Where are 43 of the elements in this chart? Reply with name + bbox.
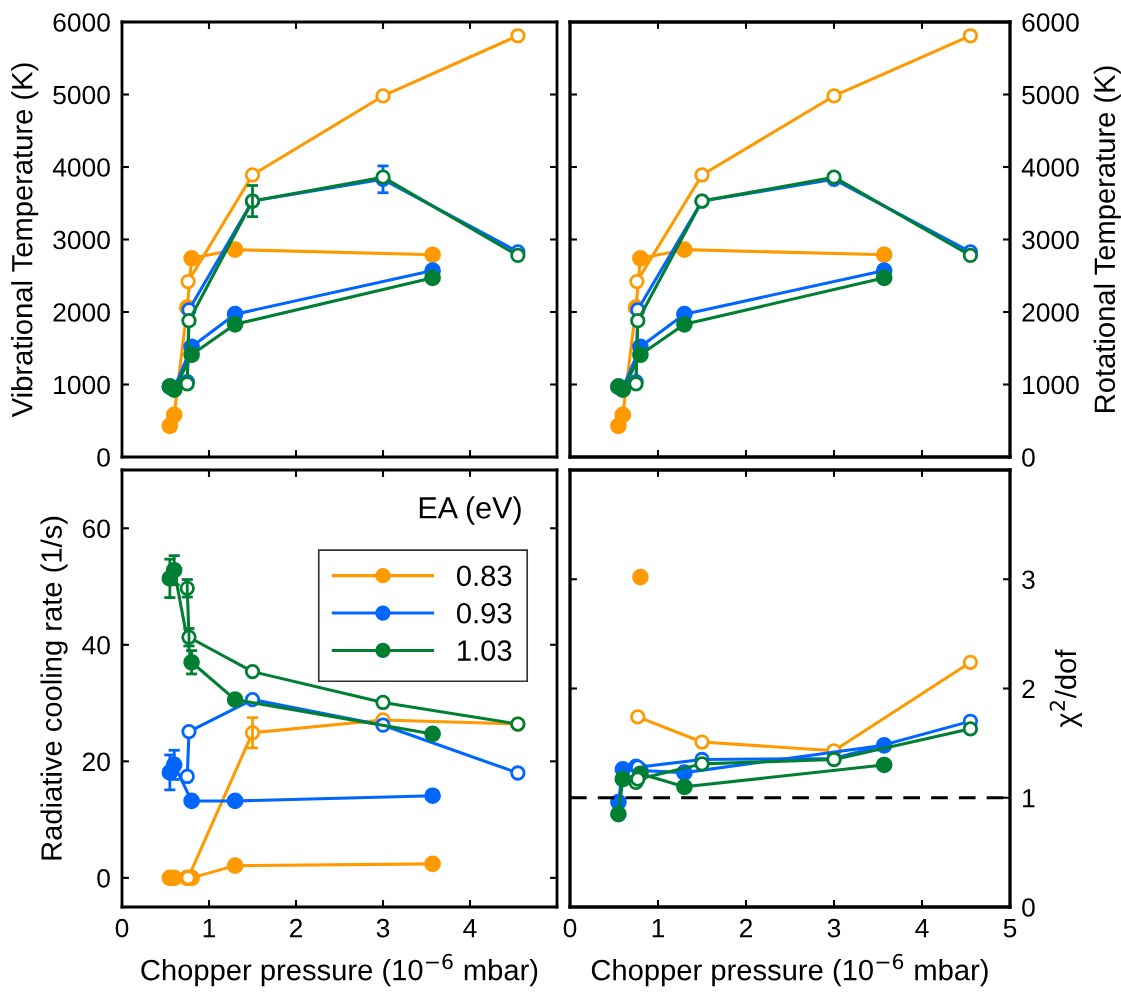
x-tick-label: 4 — [463, 919, 477, 938]
x-tick-label: 1 — [203, 919, 216, 938]
legend-label: 1.03 — [458, 640, 512, 661]
y-tick-label: 0 — [97, 448, 110, 467]
y2-tick-label: 0 — [1022, 448, 1035, 467]
y-tick-label: 3000 — [53, 230, 110, 250]
x-axis-title: Chopper pressure (10$^{−6}$ mbar) — [141, 953, 538, 987]
y-tick-label: 20 — [82, 752, 110, 772]
x-tick-label: 3 — [376, 918, 390, 938]
y-tick-label: 1000 — [54, 375, 110, 395]
x-tick-label: 2 — [289, 918, 303, 938]
y-tick-label: 60 — [82, 519, 110, 539]
y2-axis-title: χ$^{2}$/dof — [1049, 649, 1083, 728]
x-axis-title: Chopper pressure (10$^{−6}$ mbar) — [591, 953, 988, 987]
x-tick-label: 2 — [739, 918, 753, 938]
y2-tick-label: 2 — [1022, 679, 1035, 699]
y-axis-title: Vibrational Temperature (K) — [11, 63, 39, 418]
x-tick-label: 0 — [563, 918, 577, 938]
x-tick-label: 3 — [827, 918, 841, 938]
y2-tick-label: 5000 — [1022, 85, 1079, 105]
x-tick-label: 5 — [1003, 919, 1017, 938]
x-tick-label: 1 — [652, 919, 665, 938]
x-tick-label: 4 — [915, 919, 929, 938]
y2-tick-label: 6000 — [1022, 13, 1079, 32]
y2-tick-label: 4000 — [1021, 158, 1079, 177]
y-tick-label: 6000 — [53, 13, 110, 32]
legend-label: 0.93 — [456, 602, 512, 624]
y2-tick-label: 0 — [1022, 898, 1035, 917]
y-axis-title: Radiative cooling rate (1/s) — [40, 516, 68, 860]
y-tick-label: 40 — [82, 635, 110, 655]
x-tick-label: 0 — [115, 918, 129, 938]
y2-tick-label: 1000 — [1023, 375, 1079, 395]
y2-tick-label: 3000 — [1022, 230, 1079, 250]
y2-tick-label: 1 — [1023, 789, 1035, 808]
y-tick-label: 5000 — [53, 85, 110, 105]
legend-title: EA (eV) — [419, 496, 521, 525]
y2-tick-label: 3 — [1022, 570, 1035, 590]
y-tick-label: 4000 — [52, 158, 110, 177]
legend-label: 0.83 — [456, 565, 512, 587]
y2-tick-label: 2000 — [1022, 303, 1079, 322]
y-tick-label: 2000 — [53, 303, 110, 322]
y-tick-label: 0 — [97, 869, 110, 888]
y2-axis-title: Rotational Temperature (K) — [1093, 66, 1121, 412]
